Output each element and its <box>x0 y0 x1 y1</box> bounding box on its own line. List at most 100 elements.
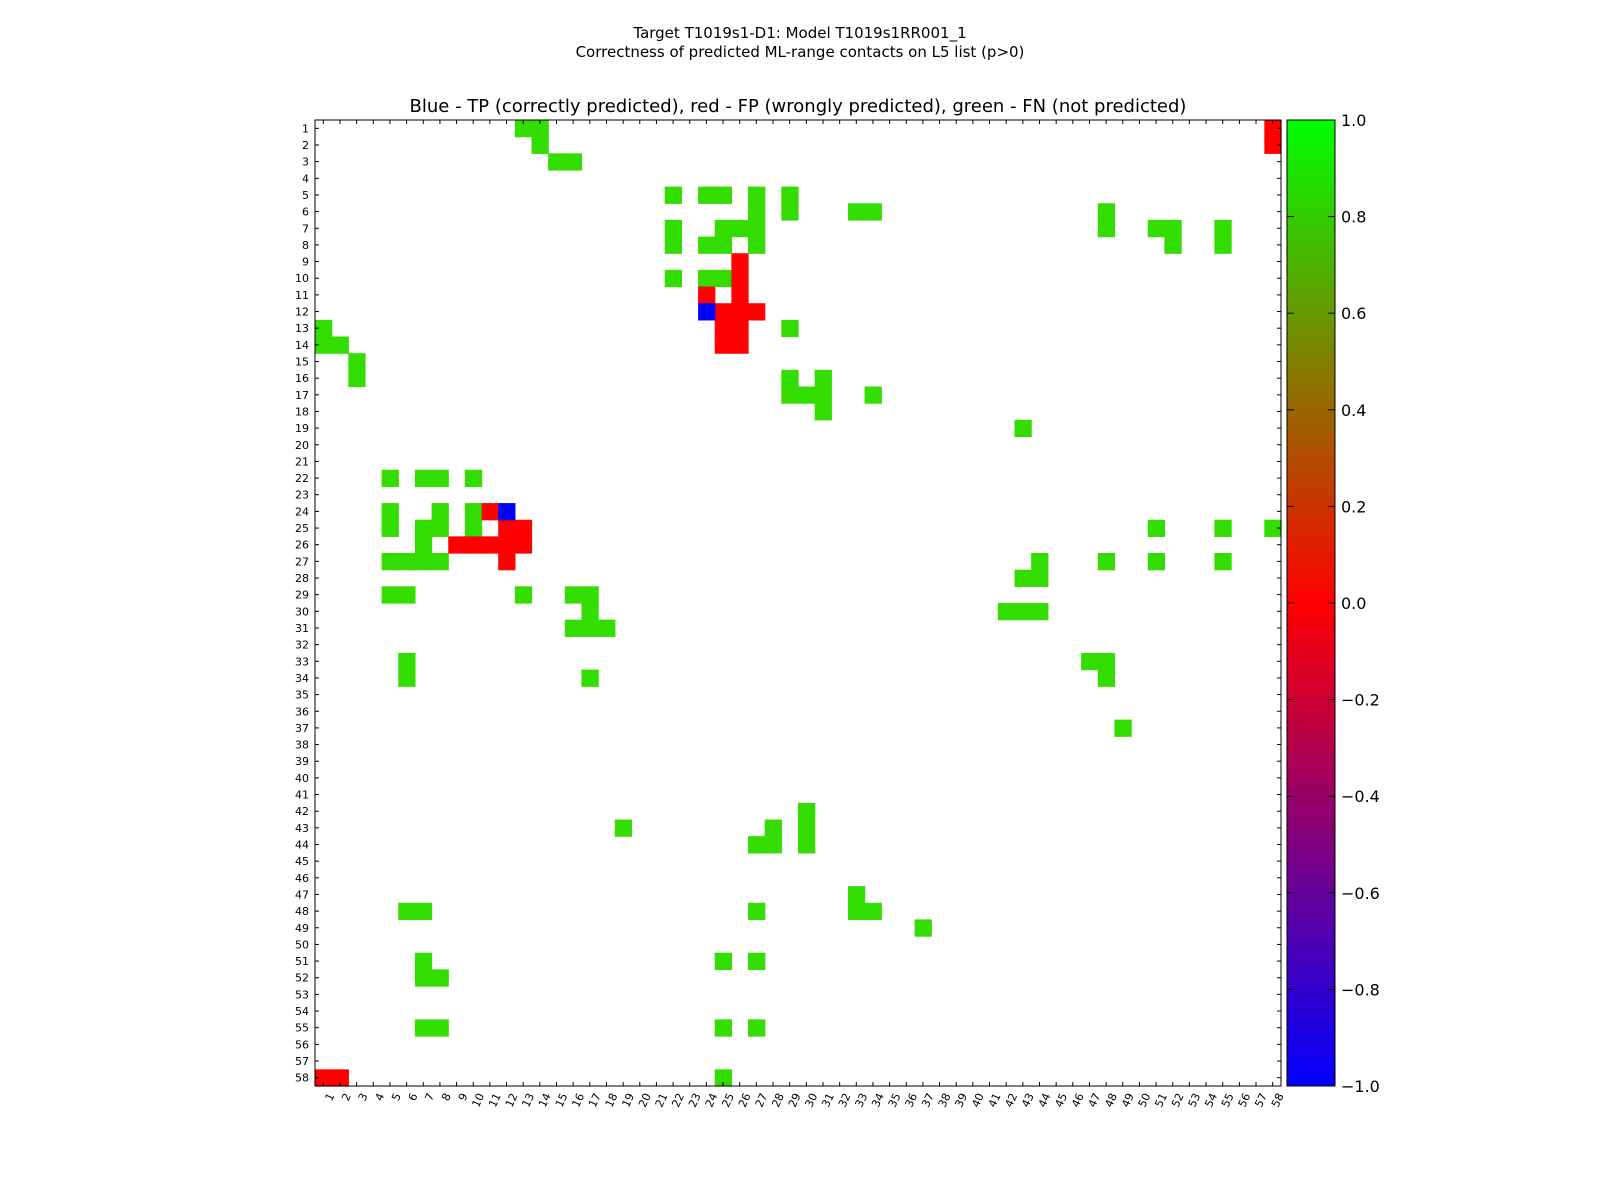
contact-cell-fn <box>764 836 782 854</box>
contact-cell-fn <box>1214 236 1232 254</box>
plot-title: Blue - TP (correctly predicted), red - F… <box>410 96 1187 117</box>
contact-cell-fn <box>414 553 433 571</box>
contact-cell-fn <box>464 503 483 521</box>
contact-cell-fn <box>714 186 732 204</box>
colorbar-ticks: 1.0 0.8 0.6 0.4 0.2 0.0 −0.2 −0.4 −0.6 −0.8 −1.0 <box>1287 111 1380 1096</box>
contact-cell-fn <box>1081 652 1099 671</box>
contact-cell-fn <box>531 136 549 154</box>
contact-cell-fn <box>414 1019 433 1037</box>
contact-cell-fn <box>781 203 799 221</box>
contact-cell-fn <box>664 269 683 288</box>
y-tick-label: 56 <box>295 1038 309 1051</box>
y-tick-label: 22 <box>295 472 309 485</box>
y-tick-label: 47 <box>295 888 309 901</box>
contact-cell-fn <box>1147 519 1166 537</box>
y-tick-label: 45 <box>295 855 309 868</box>
x-tick-label: 24 <box>703 1091 721 1109</box>
contact-cell-fp <box>731 336 749 354</box>
x-tick-label: 31 <box>819 1091 837 1109</box>
contact-cell-fn <box>414 969 433 987</box>
x-tick-label: 49 <box>1119 1091 1137 1109</box>
contact-cell-fn <box>814 403 832 421</box>
colorbar-tick-label: 0.6 <box>1341 304 1366 323</box>
contact-cell-fn <box>464 519 483 537</box>
y-tick-label: 31 <box>295 622 309 635</box>
contact-cell-fn <box>564 586 583 604</box>
contact-cell-fn <box>581 669 599 687</box>
y-tick-label: 16 <box>295 372 309 385</box>
contact-cell-fp <box>714 319 732 338</box>
contact-cell-fn <box>847 902 866 921</box>
x-tick-label: 58 <box>1269 1091 1287 1109</box>
x-tick-label: 52 <box>1169 1091 1187 1109</box>
y-tick-label: 8 <box>302 239 309 252</box>
x-tick-label: 14 <box>536 1091 554 1109</box>
contact-cell-fn <box>748 836 766 854</box>
x-tick-label: 26 <box>736 1091 754 1109</box>
y-tick-label: 11 <box>295 289 309 302</box>
x-tick-label: 45 <box>1052 1091 1070 1109</box>
contact-cell-fn <box>414 902 433 921</box>
contact-cell-fp <box>731 269 749 288</box>
contact-cell-fn <box>398 553 416 571</box>
contact-cell-fn <box>464 469 483 488</box>
figure-suptitle-line1: Target T1019s1-D1: Model T1019s1RR001_1 <box>633 24 967 42</box>
contact-cell-fn <box>381 553 399 571</box>
y-tick-label: 54 <box>295 1005 309 1018</box>
contact-cell-fn <box>1097 219 1116 238</box>
x-tick-label: 53 <box>1186 1091 1204 1109</box>
x-tick-label: 2 <box>339 1091 354 1103</box>
plot-frame <box>314 119 1282 1087</box>
contact-cell-fp <box>731 303 749 321</box>
contact-cell-fn <box>781 369 799 388</box>
y-tick-label: 34 <box>295 672 309 685</box>
x-tick-label: 55 <box>1219 1091 1237 1109</box>
contact-cell-fp <box>481 536 499 554</box>
contact-cell-fp <box>464 536 483 554</box>
contact-cell-fp <box>498 553 516 571</box>
contact-cell-fn <box>1097 203 1116 221</box>
contact-cell-fn <box>548 153 566 171</box>
x-tick-label: 42 <box>1002 1091 1020 1109</box>
plot-area <box>315 120 1281 1086</box>
contact-cell-fn <box>814 386 832 404</box>
contact-cell-fn <box>1147 553 1166 571</box>
x-tick-label: 25 <box>719 1091 737 1109</box>
contact-cell-fn <box>714 236 732 254</box>
contact-cell-fn <box>1264 519 1282 537</box>
y-tick-label: 46 <box>295 872 309 885</box>
contact-cell-fn <box>748 952 766 971</box>
x-tick-label: 40 <box>969 1091 987 1109</box>
y-tick-label: 17 <box>295 389 309 402</box>
colorbar-tick-label: 0.4 <box>1341 401 1366 420</box>
y-tick-label: 50 <box>295 938 309 951</box>
contact-cell-fn <box>798 802 816 821</box>
contact-cell-fn <box>431 969 449 987</box>
y-tick-label: 41 <box>295 789 309 802</box>
figure-suptitle-line2: Correctness of predicted ML-range contac… <box>575 43 1025 61</box>
colorbar <box>1286 119 1336 1087</box>
x-tick-label: 51 <box>1152 1091 1170 1109</box>
contact-cell-fn <box>914 919 932 937</box>
contact-cell-fn <box>798 836 816 854</box>
contact-cell-fn <box>748 1019 766 1037</box>
contact-cell-fn <box>1214 219 1232 238</box>
x-tick-label: 21 <box>653 1091 671 1109</box>
contact-cell-fn <box>847 203 866 221</box>
x-tick-label: 44 <box>1036 1091 1054 1109</box>
x-tick-label: 6 <box>406 1091 421 1103</box>
contact-cell-fn <box>348 353 366 371</box>
x-tick-label: 13 <box>519 1091 537 1109</box>
x-tick-label: 50 <box>1136 1091 1154 1109</box>
x-tick-label: 46 <box>1069 1091 1087 1109</box>
x-tick-label: 8 <box>439 1091 454 1103</box>
y-tick-label: 9 <box>302 256 309 269</box>
colorbar-tick-label: −0.4 <box>1341 787 1380 806</box>
contact-cell-fn <box>531 120 549 138</box>
y-tick-label: 24 <box>295 505 309 518</box>
contact-cell-fn <box>414 519 433 537</box>
contact-cell-fn <box>398 652 416 671</box>
contact-cell-fn <box>315 336 333 354</box>
contact-cell-fp <box>731 319 749 338</box>
heatmap-cells <box>315 120 1282 1087</box>
